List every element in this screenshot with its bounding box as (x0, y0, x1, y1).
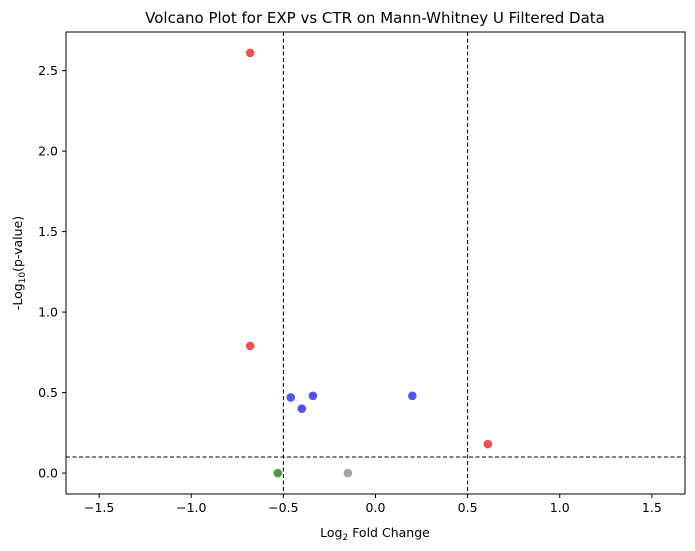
data-point-1 (245, 341, 255, 351)
x-tick-label-2: −0.5 (268, 500, 298, 515)
y-tick-label-2: 1.0 (38, 305, 58, 320)
data-point-8 (343, 468, 353, 478)
x-tick-label-6: 1.5 (642, 500, 662, 515)
x-axis-title: Log2 Fold Change (320, 525, 430, 543)
data-point-0 (245, 48, 255, 58)
y-tick-label-4: 2.0 (38, 144, 58, 159)
plot-frame (65, 31, 686, 495)
x-tick-label-0: −1.5 (84, 500, 114, 515)
x-tick-label-1: −1.0 (176, 500, 206, 515)
data-point-4 (308, 391, 318, 401)
data-point-3 (297, 404, 307, 413)
chart-title: Volcano Plot for EXP vs CTR on Mann-Whit… (145, 9, 605, 27)
y-tick-label-0: 0.0 (38, 466, 58, 481)
x-tick-label-3: 0.0 (366, 500, 386, 515)
data-point-2 (286, 393, 296, 402)
x-tick-label-4: 0.5 (458, 500, 478, 515)
x-tick-label-5: 1.0 (550, 500, 570, 515)
y-tick-label-5: 2.5 (38, 63, 58, 78)
y-tick-label-3: 1.5 (38, 224, 58, 239)
data-point-7 (273, 468, 283, 478)
y-axis-title: -Log10(p-value) (10, 216, 28, 310)
y-tick-label-1: 0.5 (38, 385, 58, 400)
data-point-5 (408, 391, 417, 401)
data-point-6 (483, 439, 493, 449)
